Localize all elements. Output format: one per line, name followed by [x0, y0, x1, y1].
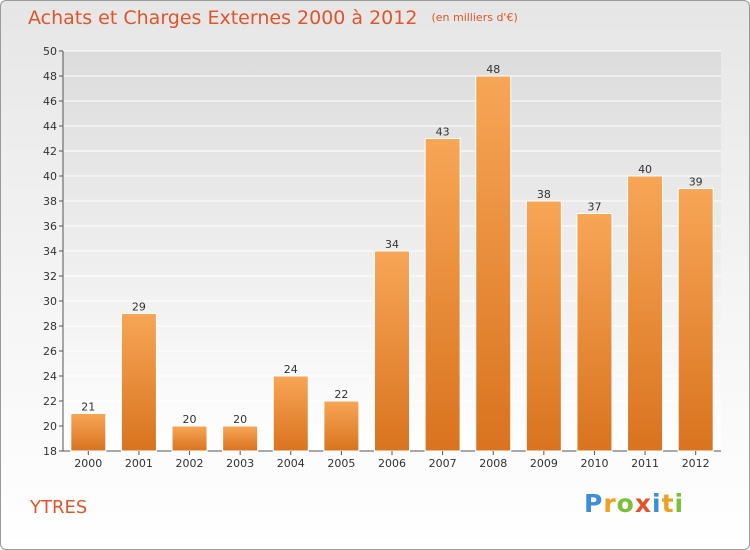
bar	[374, 250, 410, 452]
data-label: 22	[334, 388, 348, 401]
x-tick-label: 2006	[378, 457, 406, 470]
logo-letter: i	[652, 489, 662, 518]
y-tick-label: 28	[43, 320, 57, 333]
y-tick-label: 32	[43, 270, 57, 283]
bar	[677, 188, 714, 452]
data-label: 38	[537, 188, 551, 201]
y-tick-label: 26	[43, 345, 57, 358]
logo-letter: t	[661, 489, 675, 518]
town-name: YTRES	[30, 497, 88, 518]
x-tick-label: 2003	[226, 457, 254, 470]
y-tick-label: 18	[43, 445, 57, 458]
x-tick-label: 2012	[682, 457, 710, 470]
y-tick-label: 34	[43, 245, 57, 258]
title-text: Achats et Charges Externes 2000 à 2012	[28, 7, 418, 29]
data-label: 24	[284, 363, 298, 376]
y-tick-label: 40	[43, 170, 57, 183]
bar	[323, 400, 360, 452]
y-tick-label: 38	[43, 195, 57, 208]
bar	[272, 375, 309, 452]
bar	[171, 425, 208, 452]
x-tick-label: 2010	[580, 457, 608, 470]
logo-letter: r	[603, 489, 617, 518]
bar	[525, 200, 562, 452]
x-tick-label: 2009	[530, 457, 558, 470]
bar	[70, 413, 107, 452]
bar	[475, 75, 512, 452]
y-tick-label: 50	[43, 45, 57, 58]
data-label: 39	[689, 176, 703, 189]
unit-label: (en milliers d'€)	[431, 11, 518, 24]
x-tick-label: 2001	[125, 457, 153, 470]
chart-title: Achats et Charges Externes 2000 à 2012 (e…	[28, 7, 518, 29]
data-label: 29	[132, 301, 146, 314]
data-label: 37	[587, 201, 601, 214]
y-tick-label: 30	[43, 295, 57, 308]
data-label: 40	[638, 163, 652, 176]
y-tick-label: 36	[43, 220, 57, 233]
x-tick-label: 2002	[176, 457, 204, 470]
data-label: 43	[436, 126, 450, 139]
x-tick-label: 2008	[479, 457, 507, 470]
y-tick-label: 20	[43, 420, 57, 433]
logo-letter: P	[584, 489, 604, 518]
y-tick-label: 22	[43, 395, 57, 408]
bar	[424, 138, 461, 452]
proxiti-logo: Proxiti	[584, 489, 684, 518]
y-tick-label: 44	[43, 120, 57, 133]
y-tick-label: 48	[43, 70, 57, 83]
x-tick-label: 2005	[327, 457, 355, 470]
x-tick-label: 2007	[429, 457, 457, 470]
x-tick-label: 2011	[631, 457, 659, 470]
logo-letter: x	[634, 489, 652, 518]
bar	[222, 425, 259, 452]
y-tick-label: 46	[43, 95, 57, 108]
data-label: 48	[486, 63, 500, 76]
logo-letter: i	[674, 489, 685, 518]
y-tick-label: 24	[43, 370, 57, 383]
data-label: 20	[233, 413, 247, 426]
data-label: 34	[385, 238, 399, 251]
bar	[120, 313, 157, 452]
bar	[627, 175, 664, 452]
y-tick-label: 42	[43, 145, 57, 158]
data-label: 20	[183, 413, 197, 426]
logo-letter: o	[616, 489, 635, 518]
x-tick-label: 2004	[277, 457, 305, 470]
data-label: 21	[81, 401, 95, 414]
x-tick-label: 2000	[74, 457, 102, 470]
bar	[576, 213, 613, 452]
